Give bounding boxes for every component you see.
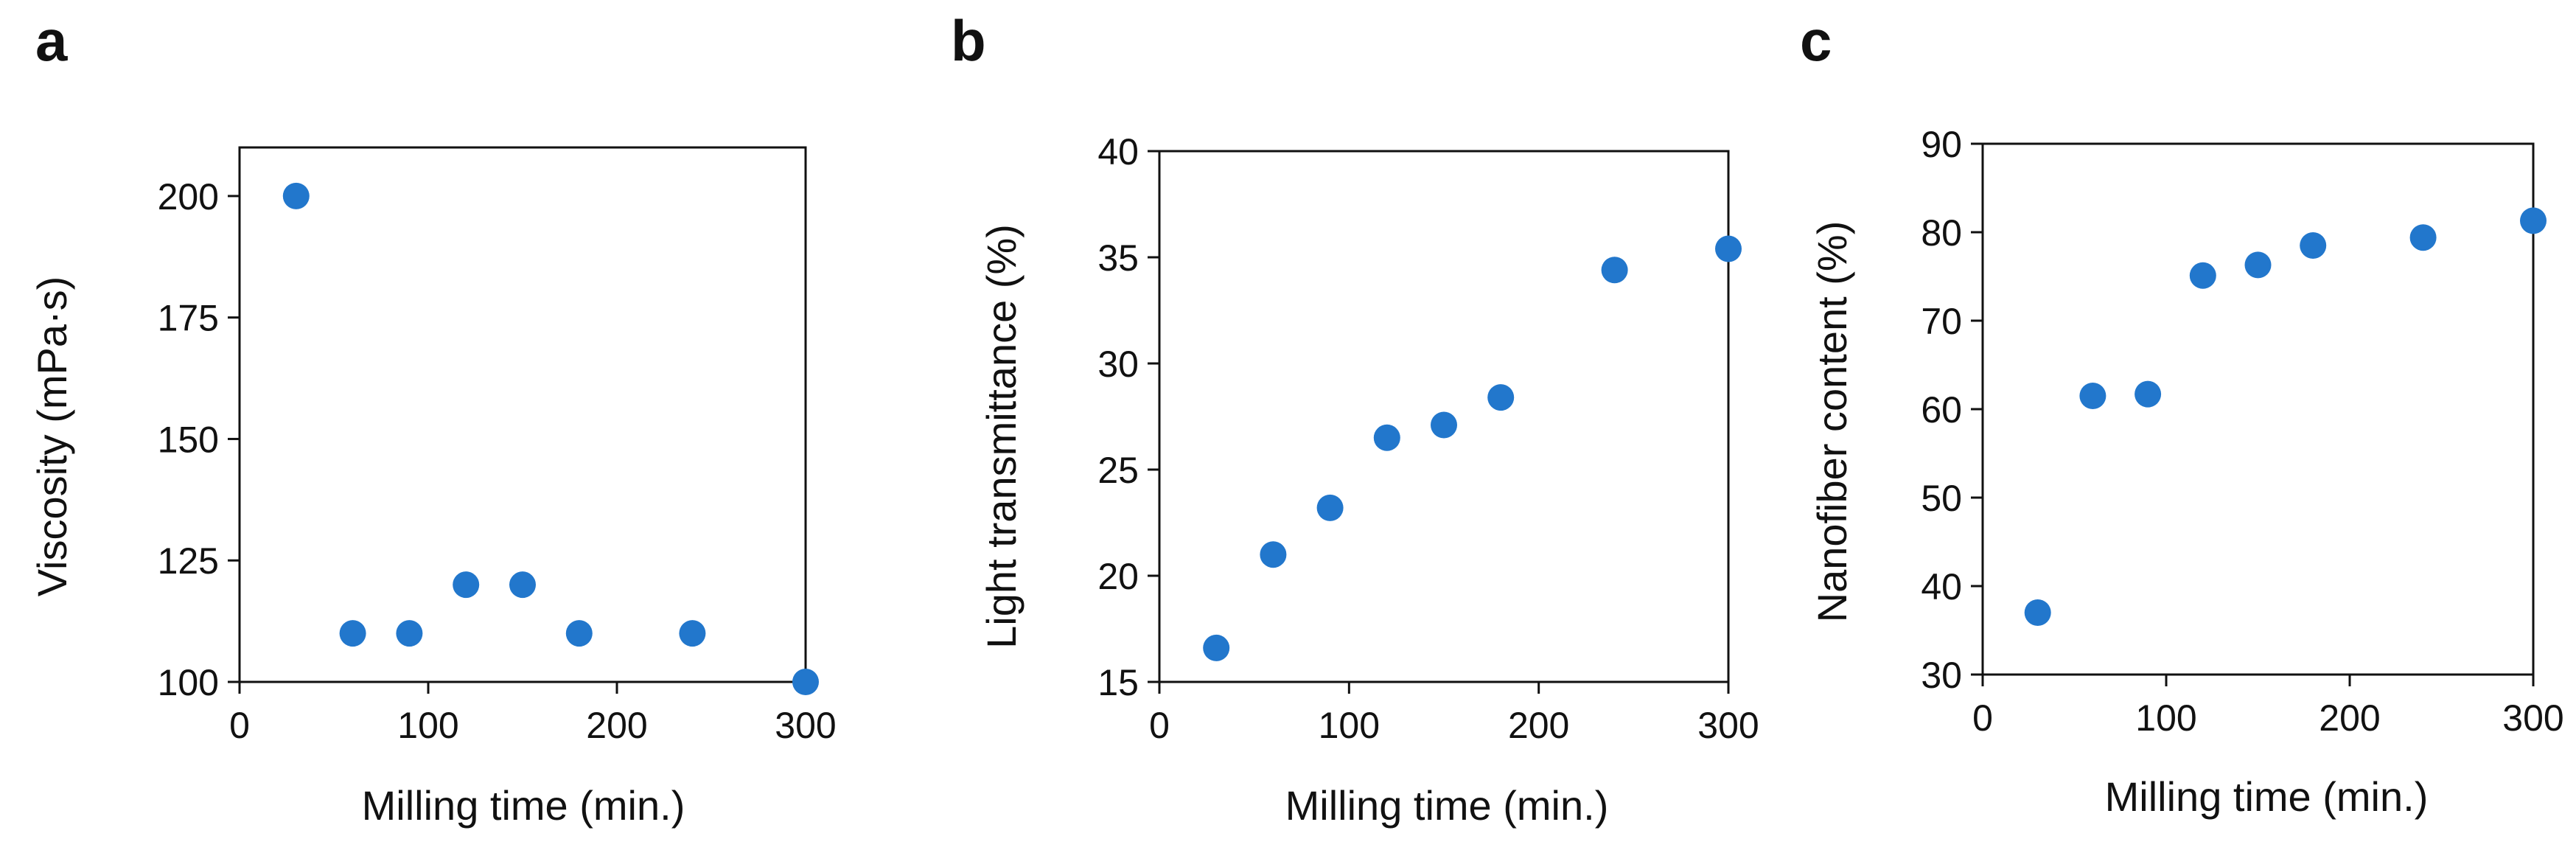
- data-point: [1316, 494, 1344, 521]
- data-point: [2409, 224, 2437, 251]
- y-tick-label: 40: [1921, 566, 1962, 607]
- y-tick-label: 15: [1097, 662, 1139, 703]
- panel-c: c Nanofiber content (%) Milling time (mi…: [1800, 8, 2564, 820]
- panel-a: a Viscosity (mPa·s) Milling time (min.) …: [29, 8, 837, 829]
- y-axis-title: Light transmittance (%): [978, 224, 1025, 649]
- y-tick-label: 150: [158, 419, 219, 460]
- y-tick-label: 100: [158, 662, 219, 703]
- data-point: [2135, 380, 2162, 408]
- data-point: [1373, 424, 1400, 451]
- y-tick-label: 60: [1921, 389, 1962, 431]
- data-point: [1487, 384, 1515, 411]
- plot-frame: [1158, 150, 1730, 683]
- data-point: [396, 620, 423, 647]
- y-tick-label: 50: [1921, 478, 1962, 519]
- y-tick-label: 35: [1097, 237, 1139, 279]
- y-tick-label: 70: [1921, 301, 1962, 342]
- data-point: [1260, 541, 1287, 568]
- data-point: [2300, 232, 2327, 259]
- x-tick-label: 200: [2319, 697, 2380, 739]
- plot-frame: [238, 146, 807, 683]
- x-tick-label: 300: [775, 705, 836, 746]
- data-point: [2189, 262, 2216, 289]
- x-tick-label: 100: [1319, 705, 1380, 746]
- data-point: [282, 182, 310, 209]
- y-axis-title: Viscosity (mPa·s): [29, 276, 75, 597]
- x-axis-title: Milling time (min.): [2105, 773, 2429, 820]
- x-tick-label: 0: [229, 705, 250, 746]
- y-tick-label: 80: [1921, 212, 1962, 254]
- x-tick-label: 200: [1508, 705, 1569, 746]
- y-tick-label: 175: [158, 298, 219, 339]
- x-tick-label: 100: [2135, 697, 2196, 739]
- x-tick-label: 0: [1972, 697, 1993, 739]
- panel-letter: c: [1800, 8, 1832, 73]
- data-point: [1431, 411, 1457, 439]
- y-tick-label: 125: [158, 540, 219, 582]
- data-point: [1203, 634, 1230, 661]
- panel-letter: a: [35, 8, 68, 73]
- y-axis-title: Nanofiber content (%): [1809, 221, 1855, 623]
- x-tick-label: 0: [1149, 705, 1170, 746]
- y-tick-label: 20: [1097, 556, 1139, 597]
- x-tick-label: 200: [586, 705, 647, 746]
- y-tick-label: 200: [158, 176, 219, 217]
- data-point: [339, 620, 366, 647]
- data-point: [792, 669, 819, 695]
- y-tick-label: 90: [1921, 124, 1962, 165]
- y-tick-label: 30: [1097, 344, 1139, 385]
- data-point: [2520, 207, 2547, 234]
- x-axis-title: Milling time (min.): [362, 782, 685, 829]
- data-point: [565, 620, 593, 647]
- data-point: [1715, 235, 1742, 262]
- x-axis-title: Milling time (min.): [1285, 782, 1609, 829]
- y-tick-label: 30: [1921, 655, 1962, 696]
- x-tick-label: 300: [2502, 697, 2563, 739]
- x-tick-label: 300: [1697, 705, 1759, 746]
- panel-b: b Light transmittance (%) Milling time (…: [951, 8, 1759, 829]
- y-tick-label: 40: [1097, 131, 1139, 173]
- data-point: [679, 620, 706, 647]
- data-point: [2024, 599, 2051, 626]
- data-point: [2244, 251, 2272, 279]
- data-point: [1601, 257, 1628, 284]
- data-point: [453, 571, 480, 599]
- data-point: [509, 571, 536, 599]
- panel-letter: b: [951, 8, 986, 73]
- y-tick-label: 25: [1097, 450, 1139, 491]
- data-point: [2079, 383, 2106, 409]
- x-tick-label: 100: [397, 705, 458, 746]
